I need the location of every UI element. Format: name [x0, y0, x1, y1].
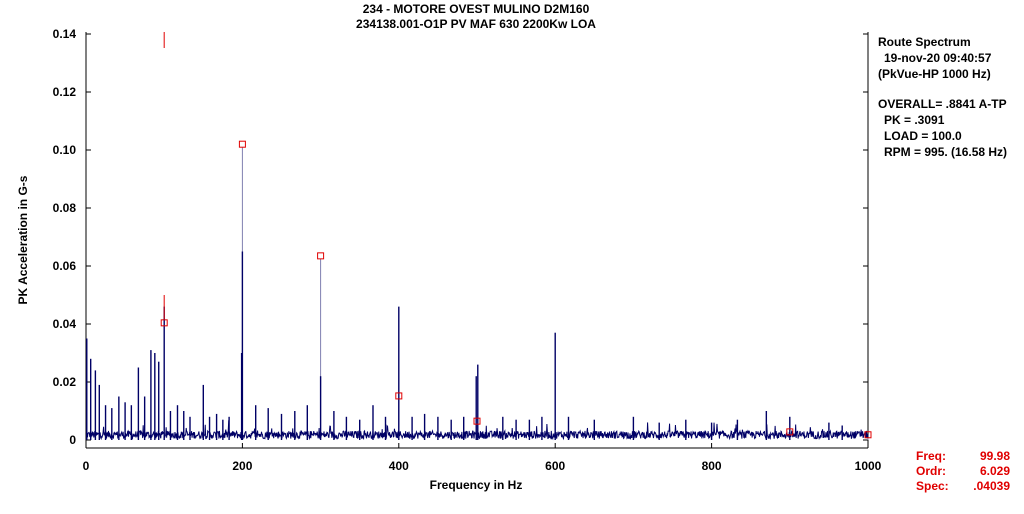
cursor-ordr-value: 6.029 [980, 464, 1010, 478]
x-tick-label: 0 [83, 459, 90, 473]
harmonic-markers [160, 140, 872, 439]
chart-subtitle: 234138.001-O1P PV MAF 630 2200Kw LOA [356, 17, 596, 31]
harmonic-marker [473, 417, 481, 425]
y-axis-label: PK Acceleration in G-s [16, 175, 30, 304]
cursor-readout: Freq: 99.98 Ordr: 6.029 Spec: .04039 [916, 449, 1010, 493]
harmonic-marker [160, 319, 168, 327]
x-ticks: 0 200 400 600 800 1000 [83, 443, 882, 473]
y-tick-label: 0.04 [53, 317, 77, 331]
harmonic-marker [786, 428, 794, 436]
info-route-spectrum: Route Spectrum [878, 35, 971, 49]
info-panel: Route Spectrum 19-nov-20 09:40:57 (PkVue… [878, 35, 1007, 159]
cursor-ordr-label: Ordr: [916, 464, 946, 478]
info-date: 19-nov-20 09:40:57 [884, 51, 992, 65]
x-tick-label: 600 [545, 459, 565, 473]
cursor-spec-label: Spec: [916, 479, 949, 493]
x-tick-label: 200 [232, 459, 252, 473]
info-pkvue: (PkVue-HP 1000 Hz) [878, 67, 991, 81]
y-tick-label: 0.12 [53, 85, 77, 99]
y-tick-label: 0 [69, 433, 76, 447]
y-tick-label: 0.08 [53, 201, 77, 215]
x-tick-label: 800 [702, 459, 722, 473]
cursor-freq-label: Freq: [916, 449, 946, 463]
harmonic-marker [864, 431, 872, 439]
cursor-spec-value: .04039 [973, 479, 1010, 493]
y-tick-label: 0.02 [53, 375, 77, 389]
peak-marks [86, 251, 843, 440]
cursor-freq-value: 99.98 [980, 449, 1010, 463]
x-tick-label: 400 [389, 459, 409, 473]
chart-title: 234 - MOTORE OVEST MULINO D2M160 [363, 2, 590, 16]
harmonic-marker [395, 392, 403, 400]
info-pk: PK = .3091 [884, 113, 945, 127]
x-tick-label: 1000 [855, 459, 882, 473]
info-rpm: RPM = 995. (16.58 Hz) [884, 145, 1007, 159]
y-ticks: 0 0.02 0.04 0.06 0.08 0.10 0.12 0.14 [53, 27, 868, 447]
harmonic-marker [238, 140, 246, 148]
y-tick-label: 0.14 [53, 27, 77, 41]
y-tick-label: 0.06 [53, 259, 77, 273]
info-overall: OVERALL= .8841 A-TP [878, 97, 1007, 111]
harmonic-marker [317, 252, 325, 260]
info-load: LOAD = 100.0 [884, 129, 962, 143]
axes [85, 32, 869, 449]
y-tick-label: 0.10 [53, 143, 77, 157]
x-axis-label: Frequency in Hz [430, 478, 523, 492]
